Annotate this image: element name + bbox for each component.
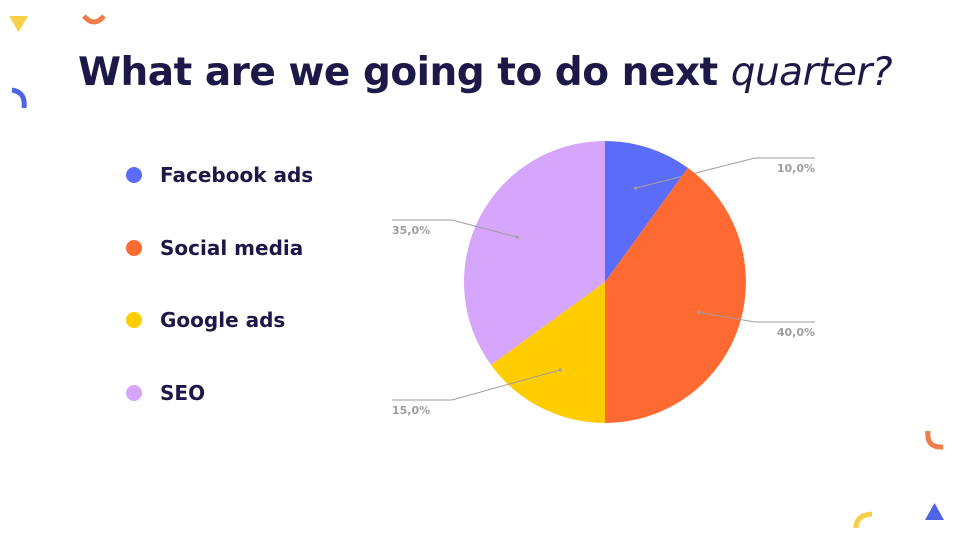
deco-arc-blue-left-icon	[11, 87, 27, 109]
legend-item-google-ads: Google ads	[126, 305, 313, 335]
data-label-seo: 35,0%	[392, 224, 430, 237]
deco-triangle-blue-icon	[925, 503, 944, 520]
leader-dot-seo	[515, 235, 519, 239]
slide-title-main: What are we going to do next	[78, 50, 731, 95]
legend-swatch-seo	[126, 384, 142, 401]
legend-swatch-social-media	[126, 239, 142, 256]
deco-arc-orange-top-icon	[82, 14, 106, 25]
pie-slice-social-media	[605, 167, 747, 423]
pie-slice-google-ads	[490, 282, 605, 423]
legend-swatch-google-ads	[126, 312, 142, 328]
legend-item-seo: SEO	[126, 378, 313, 408]
deco-arc-yellow-bottom-shape	[853, 511, 873, 529]
deco-arc-orange-top-shape	[82, 14, 106, 25]
legend-item-social-media: Social media	[126, 233, 313, 263]
deco-triangle-yellow-shape	[9, 16, 28, 32]
legend-label-social-media: Social media	[160, 235, 304, 260]
chart-legend: Facebook ads Social media Google ads SEO	[126, 160, 313, 450]
deco-arc-yellow-bottom-icon	[853, 511, 873, 529]
slide-title: What are we going to do next quarter?	[78, 50, 893, 95]
pie-slice-seo	[463, 141, 605, 365]
data-label-social-media: 40,0%	[777, 326, 815, 339]
deco-arc-blue-left-shape	[11, 87, 27, 109]
leader-line-google-ads	[392, 369, 561, 401]
data-label-facebook-ads: 10,0%	[777, 162, 815, 175]
deco-arc-orange-right-icon	[925, 430, 944, 450]
legend-swatch-facebook-ads	[126, 167, 142, 183]
legend-item-facebook-ads: Facebook ads	[126, 160, 313, 190]
legend-label-facebook-ads: Facebook ads	[160, 163, 314, 187]
pie-slice-facebook-ads	[605, 141, 688, 282]
deco-arc-orange-right-shape	[925, 430, 944, 450]
deco-triangle-yellow-icon	[9, 16, 28, 32]
data-label-google-ads: 15,0%	[392, 404, 430, 417]
leader-dot-social-media	[697, 310, 701, 315]
legend-label-google-ads: Google ads	[160, 308, 286, 332]
legend-label-seo: SEO	[160, 380, 206, 405]
leader-line-seo	[392, 219, 518, 238]
leader-line-social-media	[698, 312, 815, 323]
leader-line-facebook-ads	[635, 157, 815, 189]
slide-title-emphasis: quarter?	[730, 50, 893, 95]
leader-dot-facebook-ads	[633, 186, 638, 190]
leader-dot-google-ads	[558, 368, 562, 372]
deco-triangle-blue-shape	[925, 503, 944, 520]
